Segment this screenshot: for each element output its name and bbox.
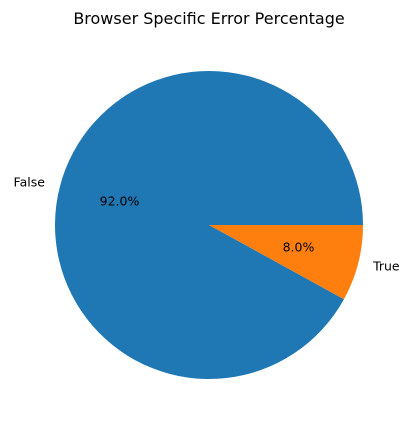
pie-slices: [55, 70, 363, 379]
slice-label-false: False: [14, 174, 46, 189]
chart-title: Browser Specific Error Percentage: [73, 9, 344, 28]
pie-labels: False 92.0% True 8.0%: [14, 174, 400, 273]
percent-label-false: 92.0%: [100, 194, 140, 209]
percent-label-true: 8.0%: [283, 239, 315, 254]
pie-slice-false: [55, 70, 363, 379]
slice-label-true: True: [372, 259, 400, 274]
pie-slice-true: [209, 225, 363, 300]
